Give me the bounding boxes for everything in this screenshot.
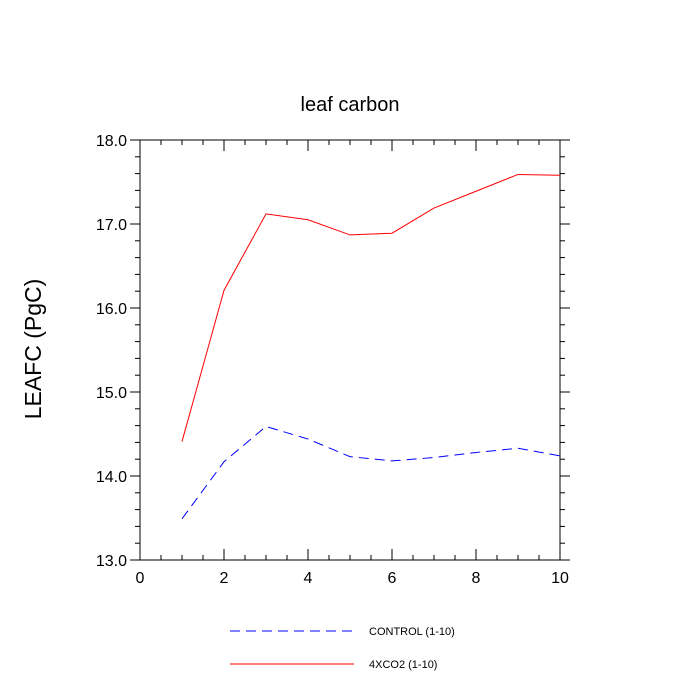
y-tick-label: 15.0 [96,385,127,402]
x-tick-label: 0 [136,570,145,587]
series-layer [181,173,562,520]
data-point [517,447,520,450]
data-point [349,455,352,458]
y-tick-label: 14.0 [96,469,127,486]
x-tick-label: 6 [388,570,397,587]
data-point [349,233,352,236]
legend-label: 4XCO2 (1-10) [369,659,437,671]
data-point [559,454,562,457]
data-point [181,517,184,520]
data-point [559,174,562,177]
axis-ticks: 0 2 4 6 8 10 13.0 14.0 15.0 16.0 17.0 18.0 [96,133,570,587]
data-point [307,438,310,441]
series-line-control [181,425,561,520]
y-axis-label: LEAFC (PgC) [20,279,46,420]
data-point [475,190,478,193]
data-point [475,451,478,454]
data-point [265,212,268,215]
legend-label: CONTROL (1-10) [369,626,455,638]
y-tick-label: 17.0 [96,217,127,234]
y-tick-label: 13.0 [96,553,127,570]
x-tick-label: 8 [472,570,481,587]
data-point [433,207,436,210]
x-tick-label: 10 [551,570,569,587]
data-point [223,460,226,463]
chart-title: leaf carbon [301,94,400,116]
plot-frame [139,139,561,561]
data-point [391,459,394,462]
data-point [181,440,184,443]
data-point [391,232,394,235]
data-point [223,289,226,292]
x-tick-label: 2 [220,570,229,587]
y-tick-label: 16.0 [96,301,127,318]
series-line-4xco2 [181,173,561,442]
x-tick-label: 4 [304,570,313,587]
data-point [517,173,520,176]
legend: CONTROL (1-10) 4XCO2 (1-10) [230,626,455,671]
data-point [433,456,436,459]
data-point [307,218,310,221]
data-point [265,425,268,428]
y-tick-label: 18.0 [96,133,127,150]
